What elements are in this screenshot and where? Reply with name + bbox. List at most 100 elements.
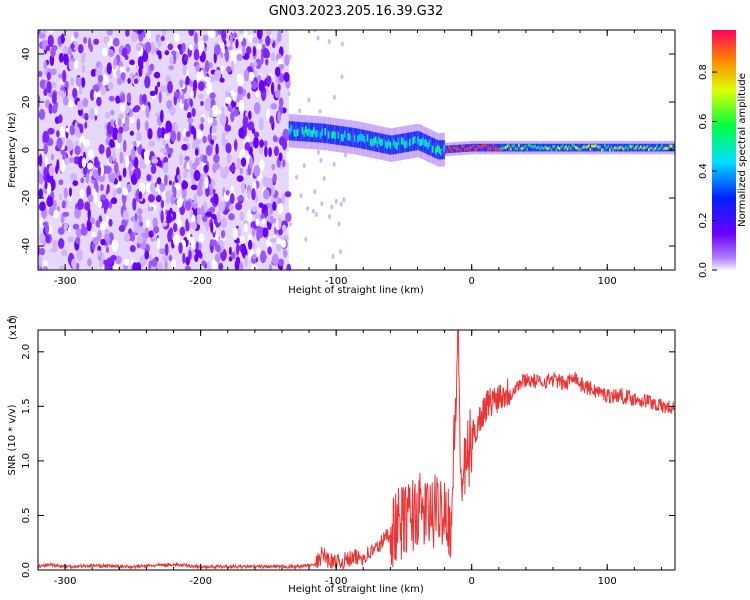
noise-blob (108, 200, 113, 209)
band-core (623, 147, 626, 151)
noise-blob (47, 34, 54, 48)
noise-blob (38, 188, 44, 199)
noise-blob (164, 243, 169, 256)
noise-blob (238, 99, 245, 113)
noise-blob (130, 148, 136, 161)
svg-text:4: 4 (6, 318, 14, 323)
sparse-dot (320, 201, 324, 207)
band-core (539, 147, 541, 151)
noise-blob (137, 30, 143, 35)
noise-blob (202, 34, 209, 42)
noise-blob (75, 236, 81, 245)
noise-blob (250, 264, 258, 270)
noise-blob (50, 68, 57, 76)
noise-blob (68, 99, 74, 108)
band-core (348, 133, 351, 141)
noise-blob (206, 261, 211, 270)
noise-blob (251, 206, 258, 212)
noise-blob (249, 156, 254, 169)
band-core (659, 146, 662, 150)
band-core (552, 145, 554, 149)
band-core (640, 145, 642, 149)
colorbar-tick-label: 0.0 (698, 262, 709, 278)
band-core (500, 147, 502, 151)
noise-blob (245, 46, 252, 55)
band-core (475, 147, 478, 151)
noise-blob (211, 213, 217, 220)
noise-blob (108, 173, 116, 183)
noise-blob (156, 261, 164, 270)
noise-blob (42, 265, 49, 270)
noise-blob (122, 167, 127, 178)
band-core (643, 146, 645, 150)
band-body (550, 143, 553, 152)
noise-blob (168, 65, 174, 71)
band-core (373, 137, 375, 146)
noise-blob (127, 77, 131, 84)
band-core (353, 134, 356, 142)
noise-blob (162, 162, 169, 174)
noise-blob (139, 255, 147, 268)
band-core (618, 146, 621, 150)
noise-blob (81, 53, 85, 61)
noise-blob (251, 188, 256, 201)
noise-blob (93, 90, 97, 101)
band-core (459, 149, 462, 153)
noise-blob (128, 117, 135, 124)
noise-blob (178, 242, 183, 254)
noise-blob (235, 39, 239, 49)
band-core (548, 146, 551, 150)
band-core (334, 131, 336, 140)
noise-blob (266, 108, 270, 121)
noise-blob (100, 184, 104, 192)
noise-blob (184, 265, 191, 270)
noise-blob (103, 78, 109, 86)
noise-blob (112, 149, 116, 163)
band-core (630, 145, 632, 149)
noise-blob (169, 56, 174, 65)
noise-blob (70, 43, 75, 50)
noise-blob (138, 182, 146, 195)
band-body (600, 143, 603, 152)
band-core (311, 130, 314, 138)
noise-blob (228, 204, 234, 211)
noise-blob (187, 117, 194, 124)
sparse-dot (344, 152, 348, 158)
band-core (609, 148, 611, 152)
noise-blob (68, 187, 73, 197)
band-core (340, 134, 343, 142)
noise-blob (225, 189, 230, 196)
noise-blob (80, 188, 85, 199)
noise-blob (269, 115, 275, 125)
noise-blob (106, 36, 110, 43)
noise-blob (149, 183, 156, 193)
noise-blob (173, 186, 177, 199)
noise-blob (139, 227, 146, 234)
noise-blob (248, 71, 255, 81)
band-body (648, 143, 650, 152)
noise-blob (110, 254, 117, 261)
noise-blob (183, 167, 188, 179)
band-core (561, 144, 564, 148)
band-core (490, 147, 493, 151)
noise-blob (79, 123, 84, 134)
noise-blob (265, 50, 270, 59)
noise-blob (116, 187, 123, 195)
noise-blob (239, 235, 245, 245)
snr-y-axis-label: SNR (10 * v/v) (7, 404, 18, 475)
band-body (657, 143, 660, 152)
noise-blob (39, 232, 46, 245)
snr-frame (37, 329, 676, 571)
band-body (587, 143, 590, 152)
band-core (366, 134, 369, 142)
sparse-dot (340, 74, 344, 80)
sparse-dot (334, 198, 338, 204)
noise-blob (62, 70, 67, 83)
noise-blob (70, 77, 75, 86)
band-core (547, 147, 549, 151)
noise-blob (61, 33, 65, 45)
noise-blob (139, 221, 144, 227)
band-core (309, 129, 312, 138)
band-core (574, 146, 577, 149)
band-core (370, 138, 372, 146)
